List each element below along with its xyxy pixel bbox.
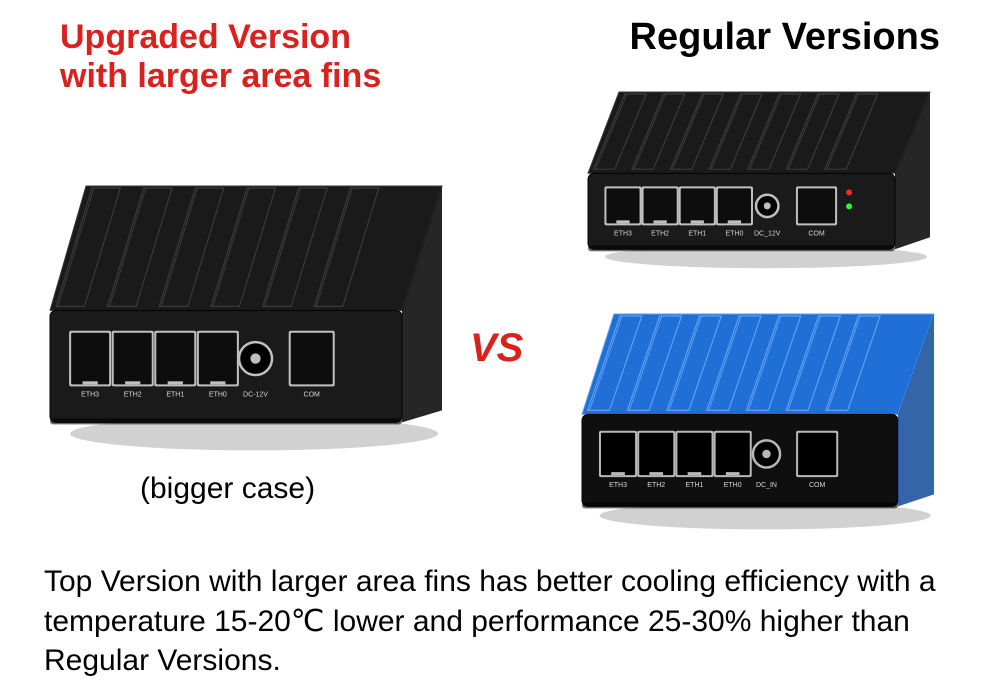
svg-text:DC_IN: DC_IN (756, 482, 777, 489)
upgraded-device: ETH3 ETH2 ETH1 ETH0 DC-12V COM (46, 176, 446, 456)
svg-text:ETH0: ETH0 (209, 391, 227, 398)
svg-text:ETH2: ETH2 (647, 482, 665, 489)
bigger-case-caption: (bigger case) (140, 472, 315, 506)
comparison-description: Top Version with larger area fins has be… (44, 562, 972, 681)
svg-text:COM: COM (304, 391, 321, 398)
svg-text:ETH1: ETH1 (688, 230, 706, 237)
svg-text:ETH0: ETH0 (724, 482, 742, 489)
svg-text:ETH2: ETH2 (651, 230, 669, 237)
vs-label: VS (470, 326, 523, 371)
svg-text:ETH1: ETH1 (686, 482, 704, 489)
upgraded-heading-line1: Upgraded Version (60, 18, 381, 57)
svg-text:COM: COM (809, 482, 826, 489)
regular-black-device: ETH3 ETH2 ETH1 ETH0 DC_12V COM (584, 82, 934, 272)
svg-text:ETH3: ETH3 (614, 230, 632, 237)
upgraded-heading: Upgraded Version with larger area fins (60, 18, 381, 96)
svg-text:DC_12V: DC_12V (754, 230, 781, 237)
regular-blue-device: ETH3 ETH2 ETH1 ETH0 DC_IN COM (578, 304, 938, 534)
regular-heading: Regular Versions (630, 16, 940, 59)
upgraded-heading-line2: with larger area fins (60, 57, 381, 96)
svg-text:ETH0: ETH0 (725, 230, 743, 237)
svg-text:ETH1: ETH1 (166, 391, 184, 398)
svg-text:ETH3: ETH3 (609, 482, 627, 489)
svg-text:ETH2: ETH2 (124, 391, 142, 398)
svg-text:ETH3: ETH3 (81, 391, 99, 398)
svg-text:DC-12V: DC-12V (243, 391, 268, 398)
svg-text:COM: COM (808, 230, 825, 237)
